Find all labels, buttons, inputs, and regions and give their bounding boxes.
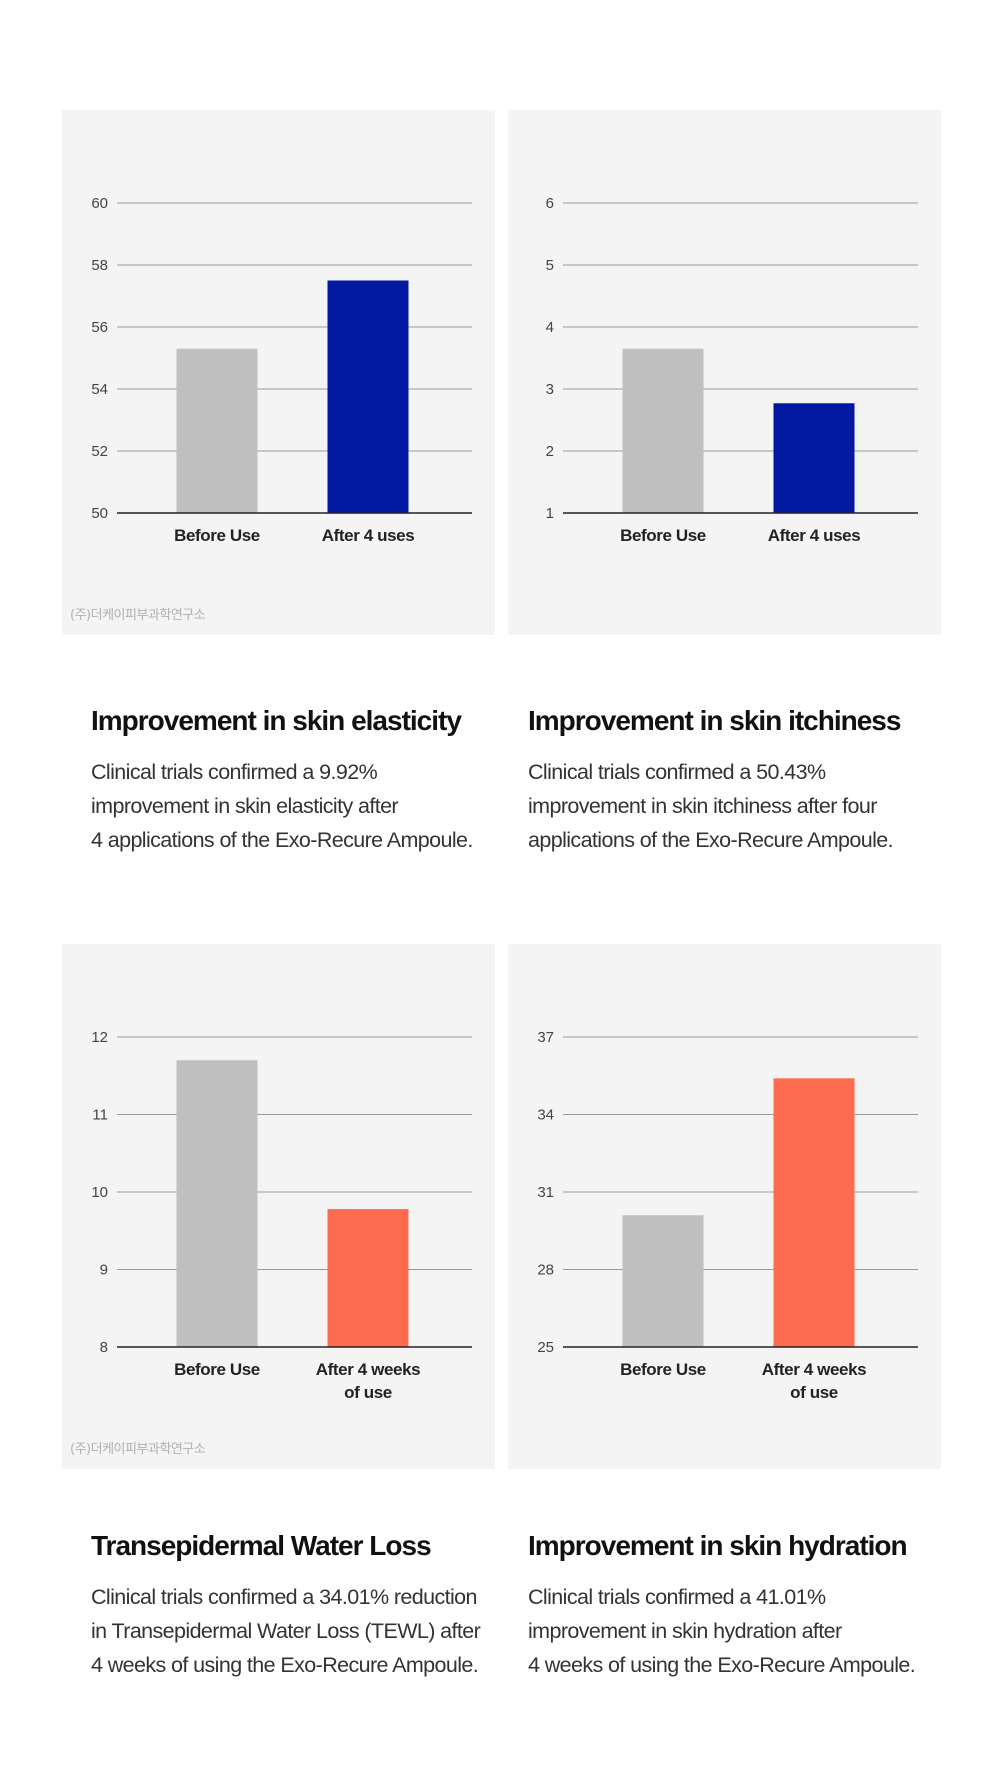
y-tick-label: 58 — [91, 257, 108, 274]
caption-line: improvement in skin itchiness after four — [528, 794, 877, 818]
y-tick-label: 1 — [546, 505, 554, 522]
bar-after-use — [327, 1209, 409, 1347]
caption-text: Clinical trials confirmed a 41.01% impro… — [528, 1580, 948, 1682]
bar-after-use — [327, 280, 409, 513]
hydration-chart: 25 28 31 34 37 Before Use After 4 weeks of use — [537, 1029, 918, 1402]
y-tick-label: 60 — [91, 195, 108, 212]
caption-line: Clinical trials confirmed a 50.43% — [528, 760, 826, 784]
y-tick-label: 52 — [91, 443, 108, 460]
y-tick-label: 34 — [537, 1107, 554, 1124]
y-tick-label: 50 — [91, 505, 108, 522]
caption-hydration: Improvement in skin hydration Clinical t… — [528, 1530, 948, 1682]
caption-line: 4 weeks of using the Exo-Recure Ampoule. — [528, 1653, 916, 1677]
caption-line: Clinical trials confirmed a 9.92% — [91, 760, 378, 784]
bar-before-use — [622, 1215, 704, 1347]
y-tick-label: 3 — [546, 381, 554, 398]
caption-line: Clinical trials confirmed a 34.01% reduc… — [91, 1585, 477, 1609]
y-tick-label: 54 — [91, 381, 108, 398]
bar-before-use — [622, 348, 704, 513]
y-tick-label: 25 — [537, 1339, 554, 1356]
caption-tewl: Transepidermal Water Loss Clinical trial… — [91, 1530, 511, 1682]
y-tick-label: 10 — [91, 1184, 108, 1201]
bar-after-use — [773, 403, 855, 513]
caption-itchiness: Improvement in skin itchiness Clinical t… — [528, 705, 948, 857]
caption-text: Clinical trials confirmed a 34.01% reduc… — [91, 1580, 511, 1682]
chart-panel-tewl: 8 9 10 11 12 Before Use After 4 weeks of use (주… — [62, 944, 495, 1469]
bar-before-use — [176, 348, 258, 513]
y-tick-label: 31 — [537, 1184, 554, 1201]
caption-elasticity: Improvement in skin elasticity Clinical … — [91, 705, 511, 857]
bar-after-use — [773, 1078, 855, 1347]
x-category-label: of use — [790, 1383, 838, 1402]
x-category-label: Before Use — [620, 1360, 706, 1379]
x-category-label: Before Use — [174, 526, 260, 545]
caption-title: Improvement in skin itchiness — [528, 705, 901, 736]
y-tick-label: 5 — [546, 257, 554, 274]
x-category-label: Before Use — [620, 526, 706, 545]
y-tick-label: 56 — [91, 319, 108, 336]
caption-text: Clinical trials confirmed a 9.92% improv… — [91, 755, 511, 857]
caption-line: applications of the Exo-Recure Ampoule. — [528, 828, 894, 852]
itchiness-chart: 1 2 3 4 5 6 Before Use After 4 uses — [546, 195, 918, 545]
caption-title: Improvement in skin elasticity — [91, 705, 462, 736]
bar-before-use — [176, 1060, 258, 1347]
caption-title: Improvement in skin hydration — [528, 1530, 908, 1561]
caption-text: Clinical trials confirmed a 50.43% impro… — [528, 755, 948, 857]
x-category-label: After 4 weeks — [762, 1360, 866, 1379]
x-category-label: After 4 uses — [768, 526, 861, 545]
chart-panel-itchiness: 1 2 3 4 5 6 Before Use After 4 uses — [508, 110, 941, 635]
y-tick-label: 8 — [100, 1339, 108, 1356]
y-tick-label: 4 — [546, 319, 554, 336]
x-category-label: After 4 uses — [322, 526, 415, 545]
caption-line: 4 applications of the Exo-Recure Ampoule… — [91, 828, 473, 852]
elasticity-chart: 50 52 54 56 58 60 Before Use After 4 uses — [91, 195, 472, 545]
x-category-label: After 4 weeks — [316, 1360, 420, 1379]
caption-line: Clinical trials confirmed a 41.01% — [528, 1585, 826, 1609]
caption-line: improvement in skin elasticity after — [91, 794, 399, 818]
chart-panel-hydration: 25 28 31 34 37 Before Use After 4 weeks of use — [508, 944, 941, 1469]
caption-line: 4 weeks of using the Exo-Recure Ampoule. — [91, 1653, 479, 1677]
caption-title: Transepidermal Water Loss — [91, 1530, 432, 1561]
x-category-label: Before Use — [174, 1360, 260, 1379]
y-tick-label: 6 — [546, 195, 554, 212]
y-tick-label: 28 — [537, 1262, 554, 1279]
y-tick-label: 11 — [92, 1107, 108, 1124]
x-category-label: of use — [344, 1383, 392, 1402]
caption-line: in Transepidermal Water Loss (TEWL) afte… — [91, 1619, 481, 1643]
y-tick-label: 37 — [537, 1029, 554, 1046]
lab-credit: (주)더케이피부과학연구소 — [70, 608, 206, 623]
lab-credit: (주)더케이피부과학연구소 — [70, 1442, 206, 1457]
caption-line: improvement in skin hydration after — [528, 1619, 842, 1643]
tewl-chart: 8 9 10 11 12 Before Use After 4 weeks of use — [91, 1029, 472, 1402]
y-tick-label: 12 — [91, 1029, 108, 1046]
chart-panel-elasticity: 50 52 54 56 58 60 Before Use After 4 uses (주)더케… — [62, 110, 495, 635]
y-tick-label: 2 — [546, 443, 554, 460]
y-tick-label: 9 — [100, 1262, 108, 1279]
